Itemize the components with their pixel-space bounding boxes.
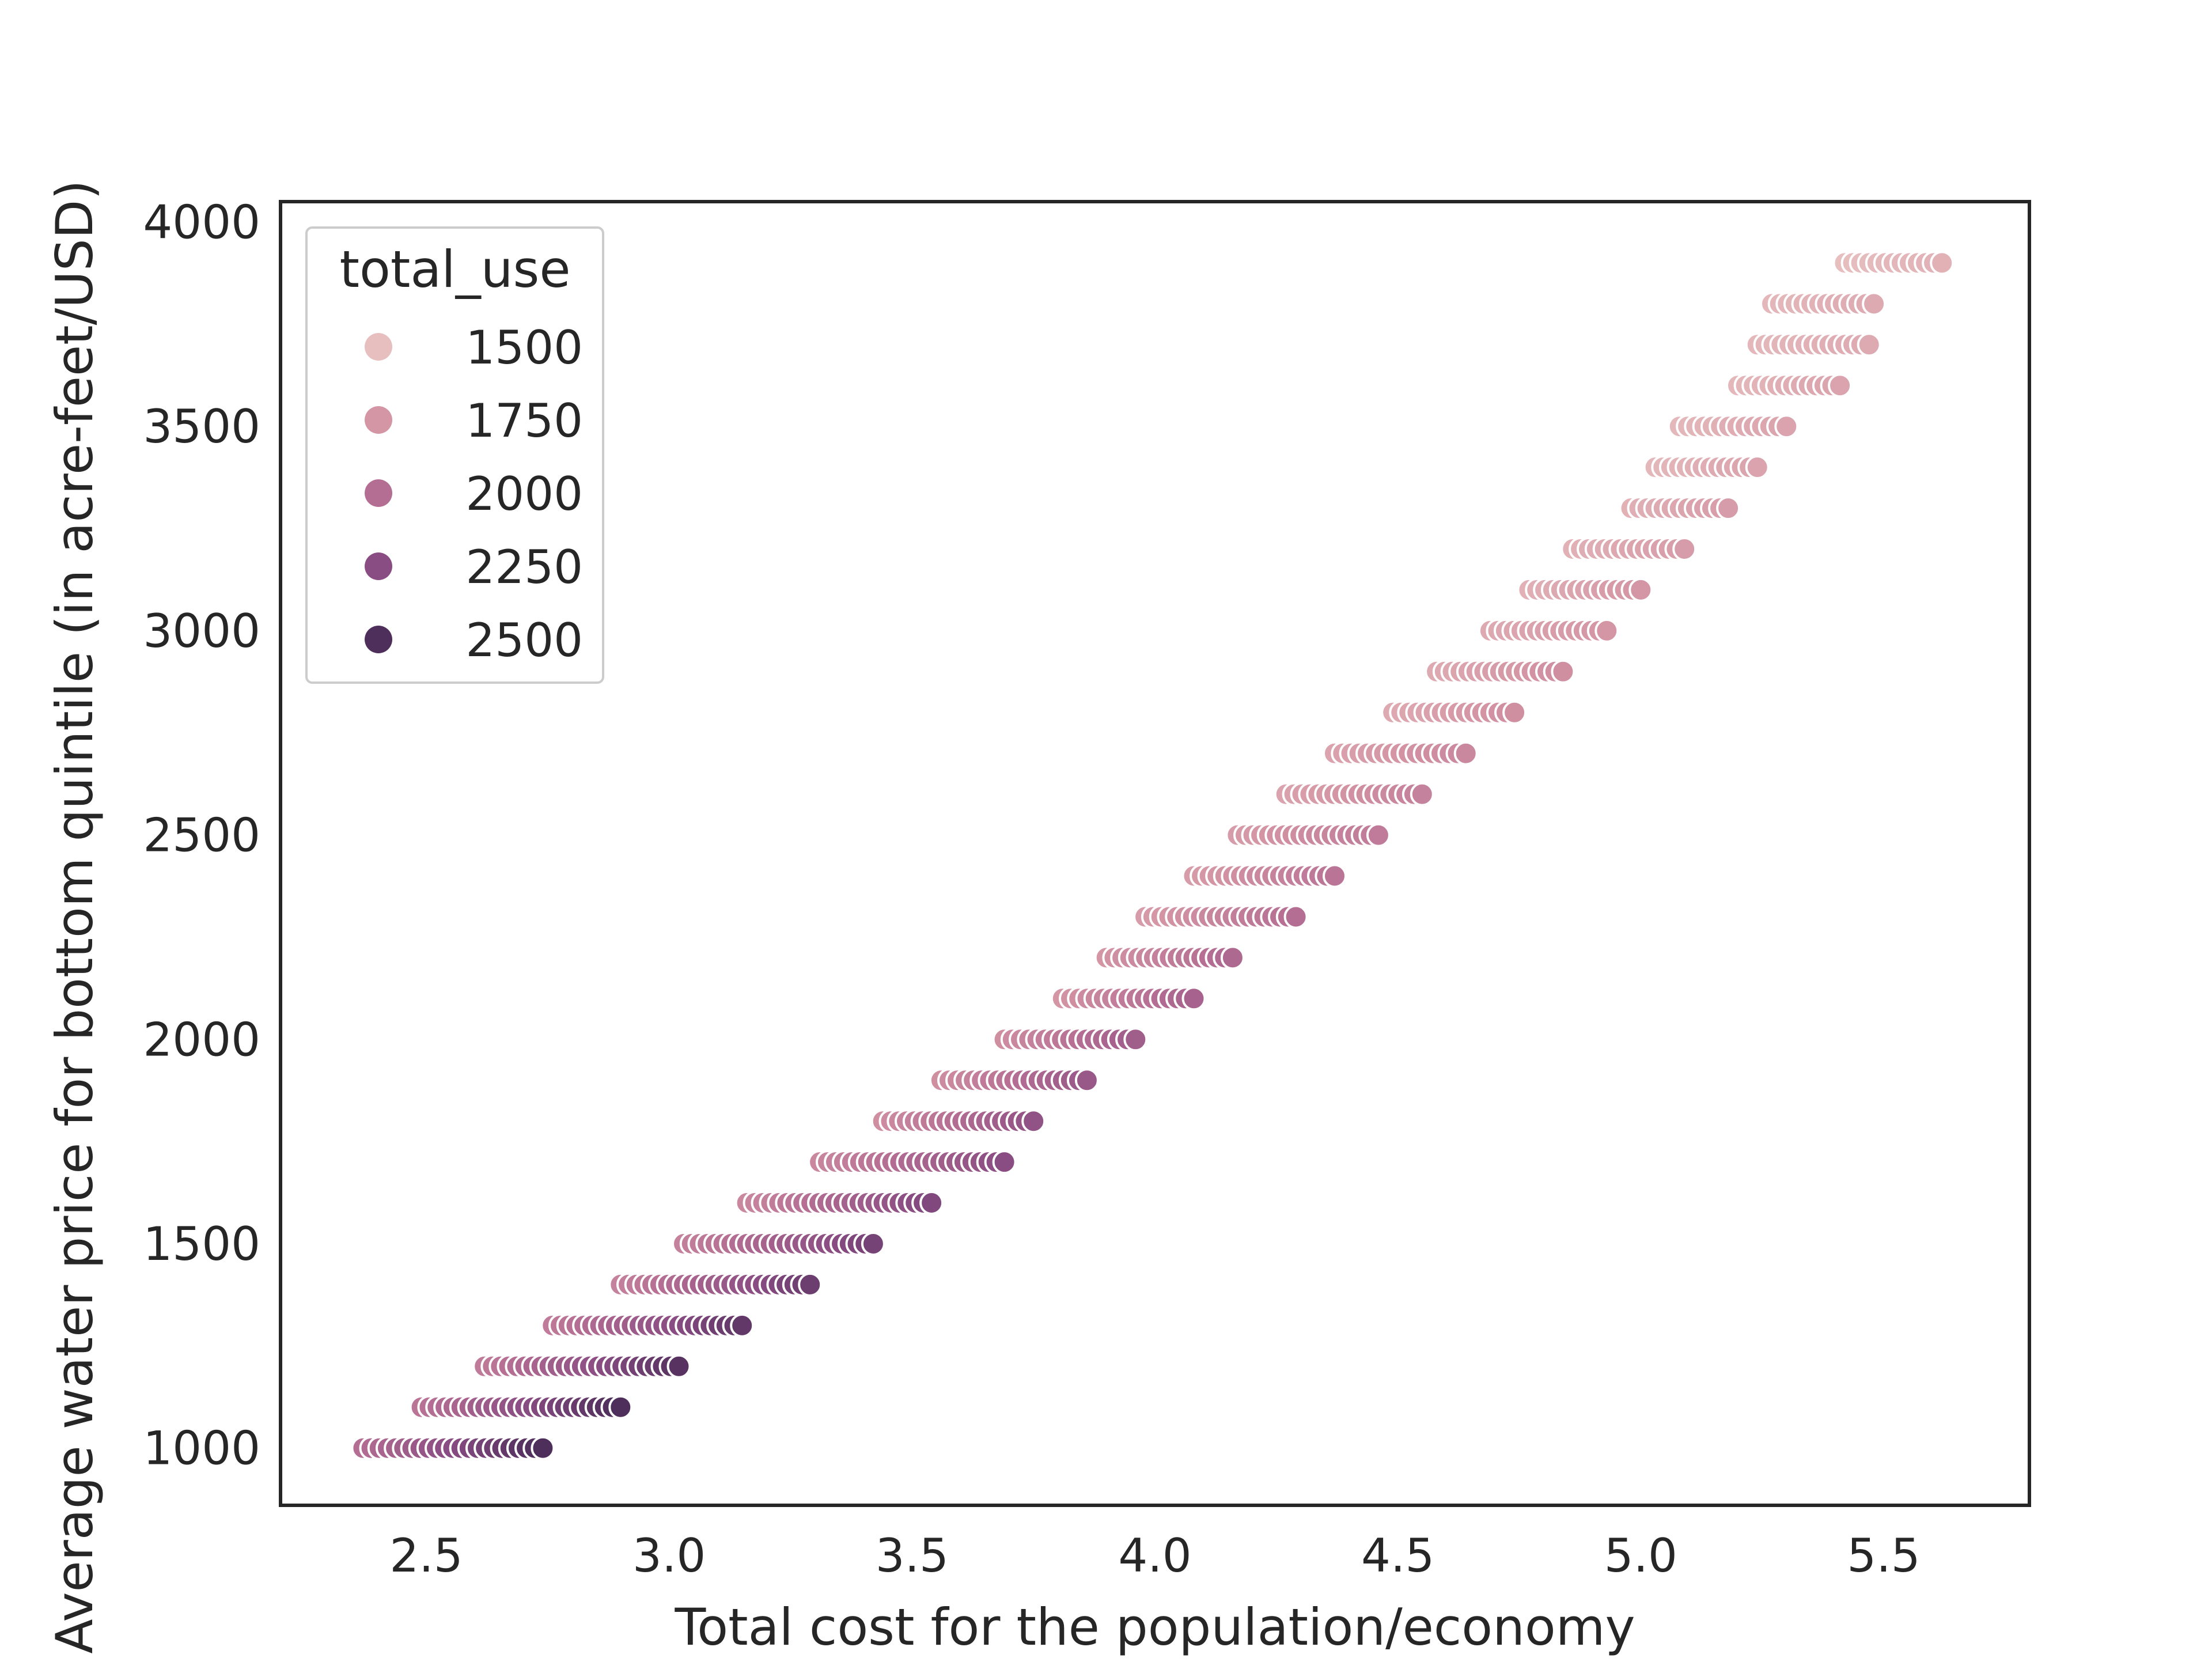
data-point <box>861 1232 885 1256</box>
points-layer <box>351 251 1955 1460</box>
y-tick-label: 4000 <box>143 195 260 249</box>
data-point <box>1930 251 1955 275</box>
data-point <box>1220 945 1245 970</box>
x-tick-label: 4.5 <box>1361 1529 1434 1583</box>
data-point <box>1672 537 1697 561</box>
data-point <box>1716 496 1741 521</box>
legend-marker <box>365 333 392 361</box>
legend-label: 1500 <box>465 321 583 374</box>
y-tick-label: 2500 <box>143 809 260 862</box>
legend-label: 2250 <box>465 540 583 594</box>
y-tick-label: 3000 <box>143 604 260 658</box>
y-axis-ticks: 1000 1500 2000 2500 3000 3500 4000 <box>143 195 260 1475</box>
legend: total_use 1500 1750 2000 2250 2500 <box>305 226 604 684</box>
x-tick-label: 5.0 <box>1604 1529 1677 1583</box>
data-point <box>1551 659 1575 684</box>
data-point <box>919 1191 944 1215</box>
x-tick-label: 3.0 <box>632 1529 706 1583</box>
data-point <box>531 1436 555 1460</box>
data-point <box>1074 1068 1099 1093</box>
data-point <box>1181 986 1206 1011</box>
data-point <box>1123 1027 1148 1052</box>
plot-area-frame <box>279 200 2031 1507</box>
x-tick-label: 2.5 <box>389 1529 463 1583</box>
data-point <box>666 1354 691 1379</box>
y-axis-title: Average water price for bottom quintile … <box>45 180 104 1653</box>
data-point <box>798 1272 823 1297</box>
legend-marker <box>365 626 392 653</box>
data-point <box>1453 741 1478 766</box>
data-point <box>608 1395 633 1419</box>
legend-label: 2500 <box>465 614 583 667</box>
legend-title: total_use <box>340 240 571 299</box>
x-axis-ticks: 2.5 3.0 3.5 4.0 4.5 5.0 5.5 <box>389 1529 1920 1583</box>
data-point <box>1366 823 1391 847</box>
y-tick-label: 2000 <box>143 1013 260 1066</box>
data-point <box>730 1313 755 1338</box>
y-tick-label: 1500 <box>143 1217 260 1271</box>
data-point <box>1628 577 1653 602</box>
data-point <box>1862 291 1887 316</box>
data-point <box>1745 455 1770 480</box>
data-point <box>1021 1109 1046 1134</box>
legend-entries: 1500 1750 2000 2250 2500 <box>365 321 583 667</box>
legend-marker <box>365 552 392 580</box>
data-point <box>1283 904 1308 929</box>
x-tick-label: 4.0 <box>1118 1529 1191 1583</box>
legend-label: 2000 <box>465 467 583 521</box>
data-point <box>1828 373 1853 398</box>
x-axis-title: Total cost for the population/economy <box>674 1597 1635 1657</box>
data-point <box>1323 864 1347 888</box>
data-point <box>1502 700 1527 725</box>
data-point <box>992 1150 1017 1175</box>
data-point <box>1774 414 1799 439</box>
data-point <box>1857 332 1881 357</box>
y-tick-label: 3500 <box>143 400 260 453</box>
y-tick-label: 1000 <box>143 1422 260 1475</box>
data-point <box>1594 618 1619 643</box>
legend-marker <box>365 479 392 507</box>
x-tick-label: 5.5 <box>1847 1529 1920 1583</box>
legend-label: 1750 <box>465 394 583 448</box>
x-tick-label: 3.5 <box>876 1529 949 1583</box>
data-point <box>1410 782 1434 807</box>
legend-marker <box>365 406 392 434</box>
